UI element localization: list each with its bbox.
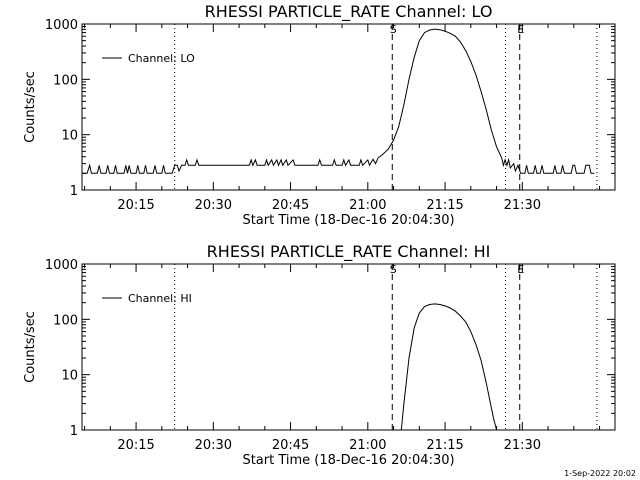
- legend-label: Channel: LO: [128, 52, 195, 65]
- footer-timestamp: 1-Sep-2022 20:02: [564, 469, 636, 478]
- y-axis-label: Counts/sec: [23, 71, 38, 143]
- chart-title: RHESSI PARTICLE_RATE Channel: LO: [205, 2, 493, 22]
- y-tick-label: 100: [53, 313, 78, 328]
- event-marker-label: E: [517, 263, 524, 276]
- x-tick-label: 20:15: [117, 198, 154, 213]
- plot-frame: [81, 23, 616, 191]
- x-tick-label: 20:45: [272, 198, 309, 213]
- x-tick-label: 21:00: [349, 198, 386, 213]
- plot-frame: [81, 263, 616, 431]
- x-tick-label: 20:45: [272, 438, 309, 453]
- x-tick-label: 20:30: [195, 438, 232, 453]
- y-tick-label: 1000: [45, 258, 78, 273]
- y-tick-label: 100: [53, 73, 78, 88]
- series-line: [82, 28, 595, 174]
- y-tick-label: 1: [70, 424, 78, 439]
- y-tick-label: 1000: [45, 18, 78, 33]
- x-axis-label: Start Time (18-Dec-16 20:04:30): [242, 453, 454, 468]
- x-axis-label: Start Time (18-Dec-16 20:04:30): [242, 213, 454, 228]
- series-line: [400, 303, 498, 431]
- y-tick-label: 10: [61, 369, 78, 384]
- panel-1: RHESSI PARTICLE_RATE Channel: LO 1 10 100 10…: [23, 2, 616, 228]
- x-tick-label: 21:15: [426, 198, 463, 213]
- event-marker-label: E: [517, 23, 524, 36]
- y-axis-label: Counts/sec: [23, 311, 38, 383]
- x-tick-label: 21:30: [504, 198, 541, 213]
- chart-title: RHESSI PARTICLE_RATE Channel: HI: [207, 242, 491, 262]
- event-marker-label: S: [390, 23, 397, 36]
- x-tick-label: 21:15: [426, 438, 463, 453]
- x-tick-label: 20:30: [195, 198, 232, 213]
- x-tick-label: 21:00: [349, 438, 386, 453]
- y-tick-label: 1: [70, 184, 78, 199]
- event-marker-label: S: [390, 263, 397, 276]
- legend-label: Channel: HI: [128, 292, 192, 305]
- y-tick-label: 10: [61, 129, 78, 144]
- panel-2: RHESSI PARTICLE_RATE Channel: HI 1 10 100 10…: [23, 242, 616, 468]
- x-tick-label: 21:30: [504, 438, 541, 453]
- x-tick-label: 20:15: [117, 438, 154, 453]
